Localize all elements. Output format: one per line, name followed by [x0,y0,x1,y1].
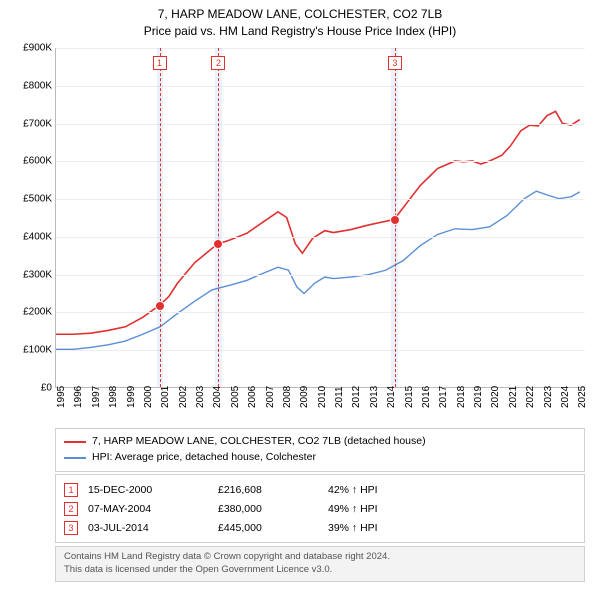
y-axis-tick-label: £500K [4,194,52,205]
x-axis-tick-label: 2019 [473,386,484,408]
x-axis-tick-label: 2004 [212,386,223,408]
transaction-date: 07-MAY-2004 [88,500,208,519]
x-axis-tick-label: 2011 [334,386,345,408]
x-axis-tick-label: 2002 [178,386,189,408]
title-subtitle: Price paid vs. HM Land Registry's House … [0,23,600,40]
x-axis-tick-label: 1998 [108,386,119,408]
y-axis-tick-label: £700K [4,118,52,129]
x-axis-tick-label: 2023 [543,386,554,408]
event-marker-box: 1 [153,56,167,70]
legend-label-subject: 7, HARP MEADOW LANE, COLCHESTER, CO2 7LB… [92,434,426,450]
chart-container: 7, HARP MEADOW LANE, COLCHESTER, CO2 7LB… [0,0,600,590]
legend-row-hpi: HPI: Average price, detached house, Colc… [64,450,576,466]
transaction-date: 15-DEC-2000 [88,481,208,500]
x-axis-tick-label: 2022 [525,386,536,408]
x-axis-tick-label: 2005 [230,386,241,408]
legend-box: 7, HARP MEADOW LANE, COLCHESTER, CO2 7LB… [55,428,585,472]
event-marker-box: 3 [388,56,402,70]
series-line-hpi [56,191,580,349]
transaction-price: £445,000 [218,519,318,538]
transaction-price: £216,608 [218,481,318,500]
series-line-subject [56,111,580,334]
transaction-id-box: 1 [64,483,78,497]
x-axis-tick-label: 2006 [247,386,258,408]
x-axis-tick-label: 2007 [265,386,276,408]
transaction-diff: 42% ↑ HPI [328,481,408,500]
x-axis-tick-label: 2016 [421,386,432,408]
x-axis-tick-label: 2013 [369,386,380,408]
y-axis-tick-label: £100K [4,345,52,356]
transaction-id-box: 2 [64,502,78,516]
legend-swatch-subject [64,441,86,443]
title-address: 7, HARP MEADOW LANE, COLCHESTER, CO2 7LB [0,6,600,23]
x-axis-tick-label: 2012 [351,386,362,408]
x-axis-tick-label: 2000 [143,386,154,408]
x-axis-tick-label: 2021 [508,386,519,408]
x-axis-tick-label: 2010 [317,386,328,408]
x-axis-tick-label: 1995 [56,386,67,408]
event-marker-box: 2 [211,56,225,70]
x-axis-tick-label: 2015 [404,386,415,408]
y-axis-tick-label: £900K [4,43,52,54]
x-axis-tick-label: 2009 [299,386,310,408]
x-axis-tick-label: 2003 [195,386,206,408]
transaction-row: 2 07-MAY-2004 £380,000 49% ↑ HPI [64,500,576,519]
footer-attribution: Contains HM Land Registry data © Crown c… [55,546,585,582]
title-block: 7, HARP MEADOW LANE, COLCHESTER, CO2 7LB… [0,0,600,40]
x-axis-tick-label: 2025 [577,386,588,408]
transactions-box: 1 15-DEC-2000 £216,608 42% ↑ HPI 2 07-MA… [55,474,585,543]
event-point-dot [155,301,165,311]
y-axis-tick-label: £0 [4,383,52,394]
footer-line2: This data is licensed under the Open Gov… [64,564,576,577]
transaction-row: 3 03-JUL-2014 £445,000 39% ↑ HPI [64,519,576,538]
x-axis-tick-label: 2020 [490,386,501,408]
chart-lines-svg [56,48,585,387]
y-axis-tick-label: £400K [4,231,52,242]
transaction-diff: 49% ↑ HPI [328,500,408,519]
x-axis-tick-label: 2017 [438,386,449,408]
chart-plot-area: £0£100K£200K£300K£400K£500K£600K£700K£80… [55,48,585,388]
x-axis-tick-label: 2024 [560,386,571,408]
transaction-row: 1 15-DEC-2000 £216,608 42% ↑ HPI [64,481,576,500]
footer-line1: Contains HM Land Registry data © Crown c… [64,551,576,564]
y-axis-tick-label: £600K [4,156,52,167]
transaction-date: 03-JUL-2014 [88,519,208,538]
x-axis-tick-label: 1997 [91,386,102,408]
y-axis-tick-label: £800K [4,80,52,91]
transaction-price: £380,000 [218,500,318,519]
legend-swatch-hpi [64,457,86,459]
x-axis-tick-label: 1996 [73,386,84,408]
y-axis-tick-label: £300K [4,269,52,280]
event-point-dot [390,215,400,225]
x-axis-tick-label: 1999 [126,386,137,408]
transaction-diff: 39% ↑ HPI [328,519,408,538]
legend-label-hpi: HPI: Average price, detached house, Colc… [92,450,316,466]
x-axis-tick-label: 2018 [456,386,467,408]
legend-row-subject: 7, HARP MEADOW LANE, COLCHESTER, CO2 7LB… [64,434,576,450]
transaction-id-box: 3 [64,521,78,535]
y-axis-tick-label: £200K [4,307,52,318]
x-axis-tick-label: 2014 [386,386,397,408]
x-axis-tick-label: 2001 [160,386,171,408]
event-point-dot [213,239,223,249]
x-axis-tick-label: 2008 [282,386,293,408]
